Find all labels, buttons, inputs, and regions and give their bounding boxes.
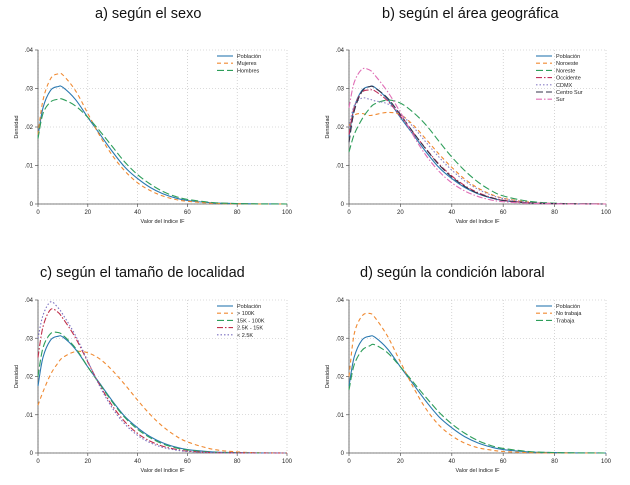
chart-3-xtick-label: 60 <box>500 459 507 465</box>
chart-3-ytick-label: .02 <box>336 375 345 381</box>
chart-1-legend-label-2: Noreste <box>556 68 575 74</box>
chart-3-xtick-label: 20 <box>397 459 404 465</box>
chart-2-xtick-label: 60 <box>184 459 191 465</box>
chart-1-legend-label-3: Occidente <box>556 76 581 82</box>
chart-0-legend-label-1: Mujeres <box>237 61 257 67</box>
chart-0-series-line-2 <box>37 98 288 205</box>
panel-title-c: c) según el tamaño de localidad <box>40 265 245 281</box>
chart-1-xtick-label: 80 <box>551 210 558 216</box>
chart-3-legend-label-2: Trabaja <box>556 318 575 324</box>
chart-1-x-axis-label: Valor del índice IF <box>456 219 501 225</box>
chart-0-legend-label-0: Población <box>237 54 261 60</box>
chart-1-ytick-label: 0 <box>341 202 345 208</box>
chart-2-legend-label-3: 2.5K - 15K <box>237 326 263 332</box>
chart-3-xtick-label: 0 <box>347 459 351 465</box>
chart-2-legend-label-0: Población <box>237 304 261 310</box>
chart-0-ytick-label: .01 <box>25 164 34 170</box>
panel-title-a: a) según el sexo <box>95 6 202 22</box>
chart-2-xtick-label: 0 <box>36 459 40 465</box>
chart-0-xtick-label: 60 <box>184 210 191 216</box>
chart-0-ytick-label: .04 <box>25 48 34 54</box>
chart-0-y-axis-label: Densidad <box>14 115 20 138</box>
chart-1-series-line-4 <box>348 97 607 205</box>
chart-1-series-line-2 <box>348 99 607 205</box>
chart-0-xtick-label: 100 <box>282 210 293 216</box>
chart-3-ytick-label: .01 <box>336 413 345 419</box>
chart-3-ytick-label: 0 <box>341 451 345 457</box>
chart-3-series-line-2 <box>348 343 607 454</box>
chart-0-ytick-label: 0 <box>30 202 34 208</box>
chart-2-legend-label-2: 15K - 100K <box>237 318 265 324</box>
chart-2-xtick-label: 80 <box>234 459 241 465</box>
chart-2-xtick-label: 20 <box>84 459 91 465</box>
chart-1-xtick-label: 100 <box>601 210 612 216</box>
panel-title-d: d) según la condición laboral <box>360 265 545 281</box>
chart-1-ytick-label: .02 <box>336 125 345 131</box>
chart-0-x-axis-label: Valor del índice IF <box>141 219 186 225</box>
chart-3-x-axis-label: Valor del índice IF <box>456 468 501 474</box>
chart-1-ytick-label: .03 <box>336 87 345 93</box>
chart-0-xtick-label: 80 <box>234 210 241 216</box>
chart-1-ytick-label: .04 <box>336 48 345 54</box>
chart-2-series-line-2 <box>37 331 287 454</box>
chart-1-legend-label-1: Noroeste <box>556 61 578 67</box>
chart-1-legend-label-4: CDMX <box>556 83 573 89</box>
chart-2-legend-label-4: < 2.5K <box>237 333 253 339</box>
chart-1-series-line-0 <box>348 85 607 205</box>
chart-1-series-line-1 <box>348 111 607 205</box>
chart-3-ytick-label: .03 <box>336 336 345 342</box>
chart-0-ytick-label: .03 <box>25 87 34 93</box>
chart-3-xtick-label: 40 <box>448 459 455 465</box>
chart-1-legend-label-0: Población <box>556 54 580 60</box>
chart-0-series-line-0 <box>37 85 288 205</box>
chart-2-xtick-label: 40 <box>134 459 141 465</box>
chart-2-ytick-label: .02 <box>25 375 34 381</box>
chart-0-xtick-label: 0 <box>36 210 40 216</box>
chart-2-ytick-label: .01 <box>25 413 34 419</box>
chart-2-series-line-3 <box>37 308 287 454</box>
chart-2-ytick-label: .04 <box>25 298 34 304</box>
panel-title-b: b) según el área geográfica <box>382 6 559 22</box>
chart-1-xtick-label: 0 <box>347 210 351 216</box>
chart-1-xtick-label: 40 <box>448 210 455 216</box>
chart-1-xtick-label: 60 <box>500 210 507 216</box>
chart-2-xtick-label: 100 <box>282 459 293 465</box>
chart-1-y-axis-label: Densidad <box>325 115 331 138</box>
chart-3-xtick-label: 100 <box>601 459 612 465</box>
chart-3-y-axis-label: Densidad <box>325 365 331 388</box>
chart-1-legend-label-6: Sur <box>556 97 565 103</box>
chart-2-legend-label-1: > 100K <box>237 311 255 317</box>
chart-1-series-line-3 <box>348 89 607 205</box>
chart-2-series-line-1 <box>37 350 288 454</box>
chart-3-legend-label-0: Población <box>556 304 580 310</box>
chart-1-legend-label-5: Centro Sur <box>556 90 583 96</box>
chart-0-series-line-1 <box>37 72 287 205</box>
chart-0-legend-label-2: Hombres <box>237 68 260 74</box>
chart-1-ytick-label: .01 <box>336 164 345 170</box>
chart-0-xtick-label: 40 <box>134 210 141 216</box>
chart-2-ytick-label: 0 <box>30 451 34 457</box>
chart-3-ytick-label: .04 <box>336 298 345 304</box>
chart-2-x-axis-label: Valor del índice IF <box>141 468 186 474</box>
chart-1-series-line-5 <box>348 85 607 205</box>
chart-3-xtick-label: 80 <box>551 459 558 465</box>
chart-2-series-line-0 <box>37 335 288 454</box>
chart-2-y-axis-label: Densidad <box>14 365 20 388</box>
chart-1-series-line-6 <box>348 67 606 205</box>
chart-3-series-line-1 <box>348 312 606 454</box>
chart-3-legend-label-1: No trabaja <box>556 311 582 317</box>
chart-2-ytick-label: .03 <box>25 336 34 342</box>
chart-0-ytick-label: .02 <box>25 125 34 131</box>
chart-1-xtick-label: 20 <box>397 210 404 216</box>
chart-0-xtick-label: 20 <box>84 210 91 216</box>
